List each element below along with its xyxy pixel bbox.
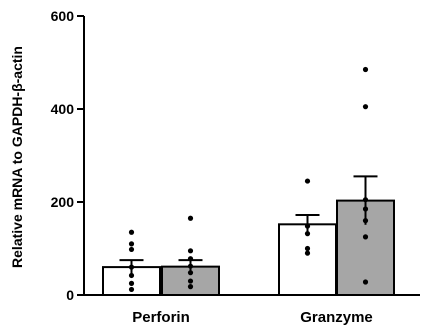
point-perforin-s2-6 bbox=[187, 278, 194, 284]
point-granzyme-s2-3 bbox=[362, 197, 369, 203]
point-granzyme-s1-1 bbox=[304, 178, 311, 184]
y-ticks: 0 200 400 600 bbox=[51, 8, 84, 303]
point-perforin-s2-3 bbox=[187, 256, 194, 262]
point-perforin-s2-1 bbox=[187, 215, 194, 221]
point-perforin-s1-6 bbox=[128, 280, 135, 286]
point-granzyme-s2-6 bbox=[362, 234, 369, 240]
point-perforin-s1-7 bbox=[128, 286, 135, 293]
point-perforin-s2-4 bbox=[187, 263, 194, 269]
point-granzyme-s2-2 bbox=[362, 104, 369, 110]
data-points bbox=[128, 66, 369, 293]
y-tick-label-600: 600 bbox=[51, 8, 75, 24]
point-perforin-s1-3 bbox=[128, 246, 135, 253]
bars bbox=[102, 199, 395, 297]
y-tick-label-0: 0 bbox=[66, 287, 74, 303]
point-perforin-s2-5 bbox=[187, 270, 194, 276]
y-axis-title: Relative mRNA to GAPDH-β-actin bbox=[9, 46, 25, 268]
x-tick-label-granzyme: Granzyme bbox=[300, 309, 373, 326]
point-granzyme-s2-5 bbox=[362, 218, 369, 224]
point-granzyme-s1-4 bbox=[304, 245, 311, 252]
point-granzyme-s2-4 bbox=[362, 206, 369, 212]
x-tick-labels: Perforin Granzyme bbox=[132, 309, 373, 326]
y-tick-label-200: 200 bbox=[51, 194, 75, 210]
point-granzyme-s2-7 bbox=[362, 279, 369, 285]
point-perforin-s1-5 bbox=[128, 272, 135, 279]
point-granzyme-s1-2 bbox=[304, 223, 311, 229]
point-perforin-s1-4 bbox=[128, 264, 135, 270]
point-granzyme-s2-1 bbox=[362, 66, 369, 73]
point-perforin-s1-1 bbox=[128, 229, 135, 235]
point-perforin-s2-2 bbox=[187, 248, 194, 254]
point-granzyme-s1-3 bbox=[304, 231, 311, 237]
point-perforin-s2-7 bbox=[187, 284, 194, 290]
point-granzyme-s1-5 bbox=[304, 250, 311, 256]
y-axis: Relative mRNA to GAPDH-β-actin bbox=[9, 16, 85, 295]
x-tick-label-perforin: Perforin bbox=[132, 309, 190, 326]
y-tick-label-400: 400 bbox=[51, 101, 75, 117]
point-perforin-s1-2 bbox=[128, 241, 135, 247]
